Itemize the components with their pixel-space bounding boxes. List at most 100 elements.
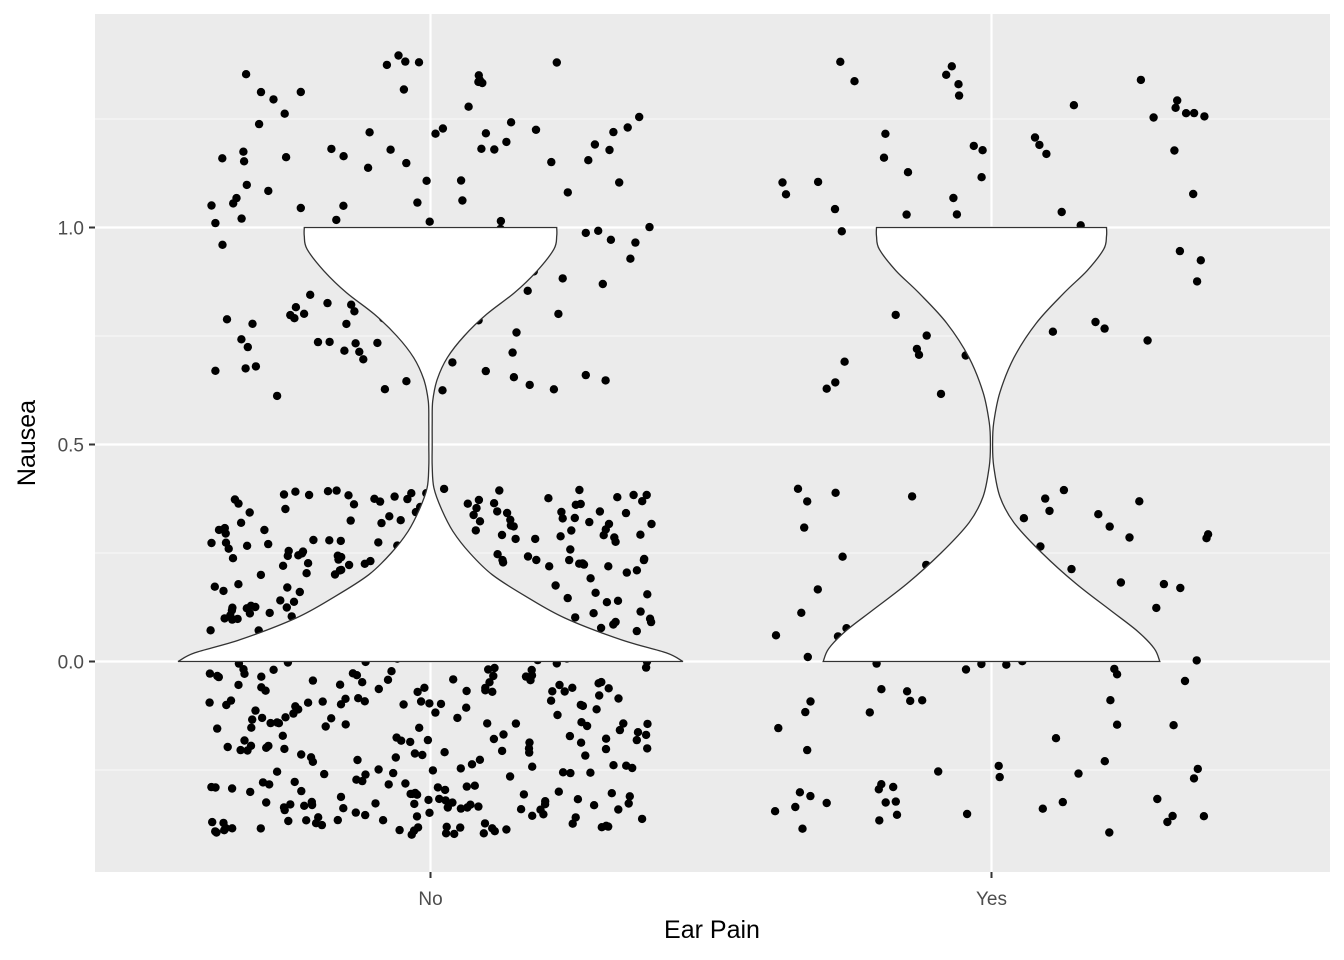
data-point — [508, 348, 517, 357]
data-point — [449, 675, 458, 684]
data-point — [394, 51, 403, 60]
data-point — [638, 497, 647, 506]
data-point — [595, 691, 604, 700]
data-point — [311, 819, 321, 828]
data-point — [425, 699, 434, 708]
data-point — [236, 745, 245, 755]
data-point — [295, 587, 304, 597]
data-point — [413, 687, 422, 697]
data-point — [613, 596, 623, 605]
data-point — [220, 523, 229, 533]
data-point — [490, 827, 499, 836]
data-point — [643, 719, 652, 729]
data-point — [499, 730, 508, 739]
data-point — [248, 319, 257, 328]
data-point — [290, 777, 299, 787]
data-point — [289, 709, 298, 718]
data-point — [462, 703, 471, 712]
data-point — [242, 604, 251, 613]
data-point — [632, 566, 642, 575]
data-point — [949, 193, 958, 203]
data-point — [291, 487, 300, 496]
data-point — [497, 530, 507, 540]
data-point — [806, 791, 815, 801]
data-point — [495, 486, 504, 495]
data-point — [339, 201, 348, 210]
data-point — [264, 186, 273, 196]
data-point — [594, 679, 603, 688]
data-point — [1051, 734, 1061, 743]
data-point — [566, 768, 575, 778]
data-point — [342, 319, 351, 329]
data-point — [592, 705, 601, 714]
data-point — [524, 744, 534, 753]
data-point — [1059, 485, 1069, 495]
data-point — [318, 697, 327, 706]
data-point — [1200, 112, 1209, 121]
y-tick-label: 1.0 — [58, 219, 84, 240]
data-point — [373, 338, 382, 348]
data-point — [523, 286, 532, 295]
data-point — [645, 222, 654, 232]
data-point — [623, 123, 632, 132]
data-point — [1045, 506, 1054, 516]
data-point — [621, 508, 631, 518]
data-point — [646, 617, 656, 627]
data-point — [1105, 828, 1114, 837]
data-point — [211, 827, 220, 836]
data-point — [770, 807, 780, 816]
data-point — [1002, 660, 1011, 669]
data-point — [358, 678, 367, 687]
data-point — [248, 715, 257, 724]
data-point — [778, 178, 787, 187]
data-point — [1153, 794, 1162, 804]
data-point — [1041, 494, 1050, 503]
data-point — [607, 789, 616, 798]
data-point — [436, 699, 446, 709]
data-point — [327, 144, 336, 154]
data-point — [389, 768, 398, 778]
data-point — [1180, 676, 1190, 686]
violin-yes — [822, 226, 1161, 663]
data-point — [1074, 769, 1083, 778]
data-point — [554, 309, 563, 319]
data-point — [313, 337, 323, 347]
data-point — [493, 550, 502, 559]
data-point — [456, 823, 465, 832]
data-point — [480, 819, 490, 828]
data-point — [276, 596, 285, 605]
data-point — [279, 803, 289, 812]
data-point — [242, 180, 251, 190]
data-point — [954, 80, 963, 89]
data-point — [511, 534, 520, 544]
data-point — [358, 776, 367, 786]
data-point — [1116, 578, 1126, 587]
data-point — [240, 736, 249, 745]
data-point — [977, 173, 986, 182]
data-point — [320, 769, 329, 779]
data-point — [385, 512, 394, 521]
data-point — [390, 492, 399, 501]
data-point — [335, 680, 345, 689]
data-point — [1189, 774, 1199, 783]
data-point — [420, 683, 429, 692]
data-point — [236, 518, 246, 527]
data-point — [433, 783, 443, 792]
data-point — [1135, 497, 1144, 506]
data-point — [635, 112, 644, 122]
data-point — [308, 757, 318, 766]
data-point — [279, 490, 289, 499]
data-point — [221, 823, 230, 833]
data-point — [438, 124, 448, 133]
data-point — [1094, 510, 1103, 519]
data-point — [511, 719, 521, 728]
data-point — [1149, 113, 1158, 122]
data-point — [636, 530, 645, 539]
data-point — [643, 744, 652, 753]
data-point — [458, 196, 467, 205]
data-point — [489, 671, 498, 681]
data-point — [1181, 109, 1191, 118]
data-point — [584, 156, 593, 165]
data-point — [403, 494, 412, 504]
data-point — [341, 720, 350, 729]
